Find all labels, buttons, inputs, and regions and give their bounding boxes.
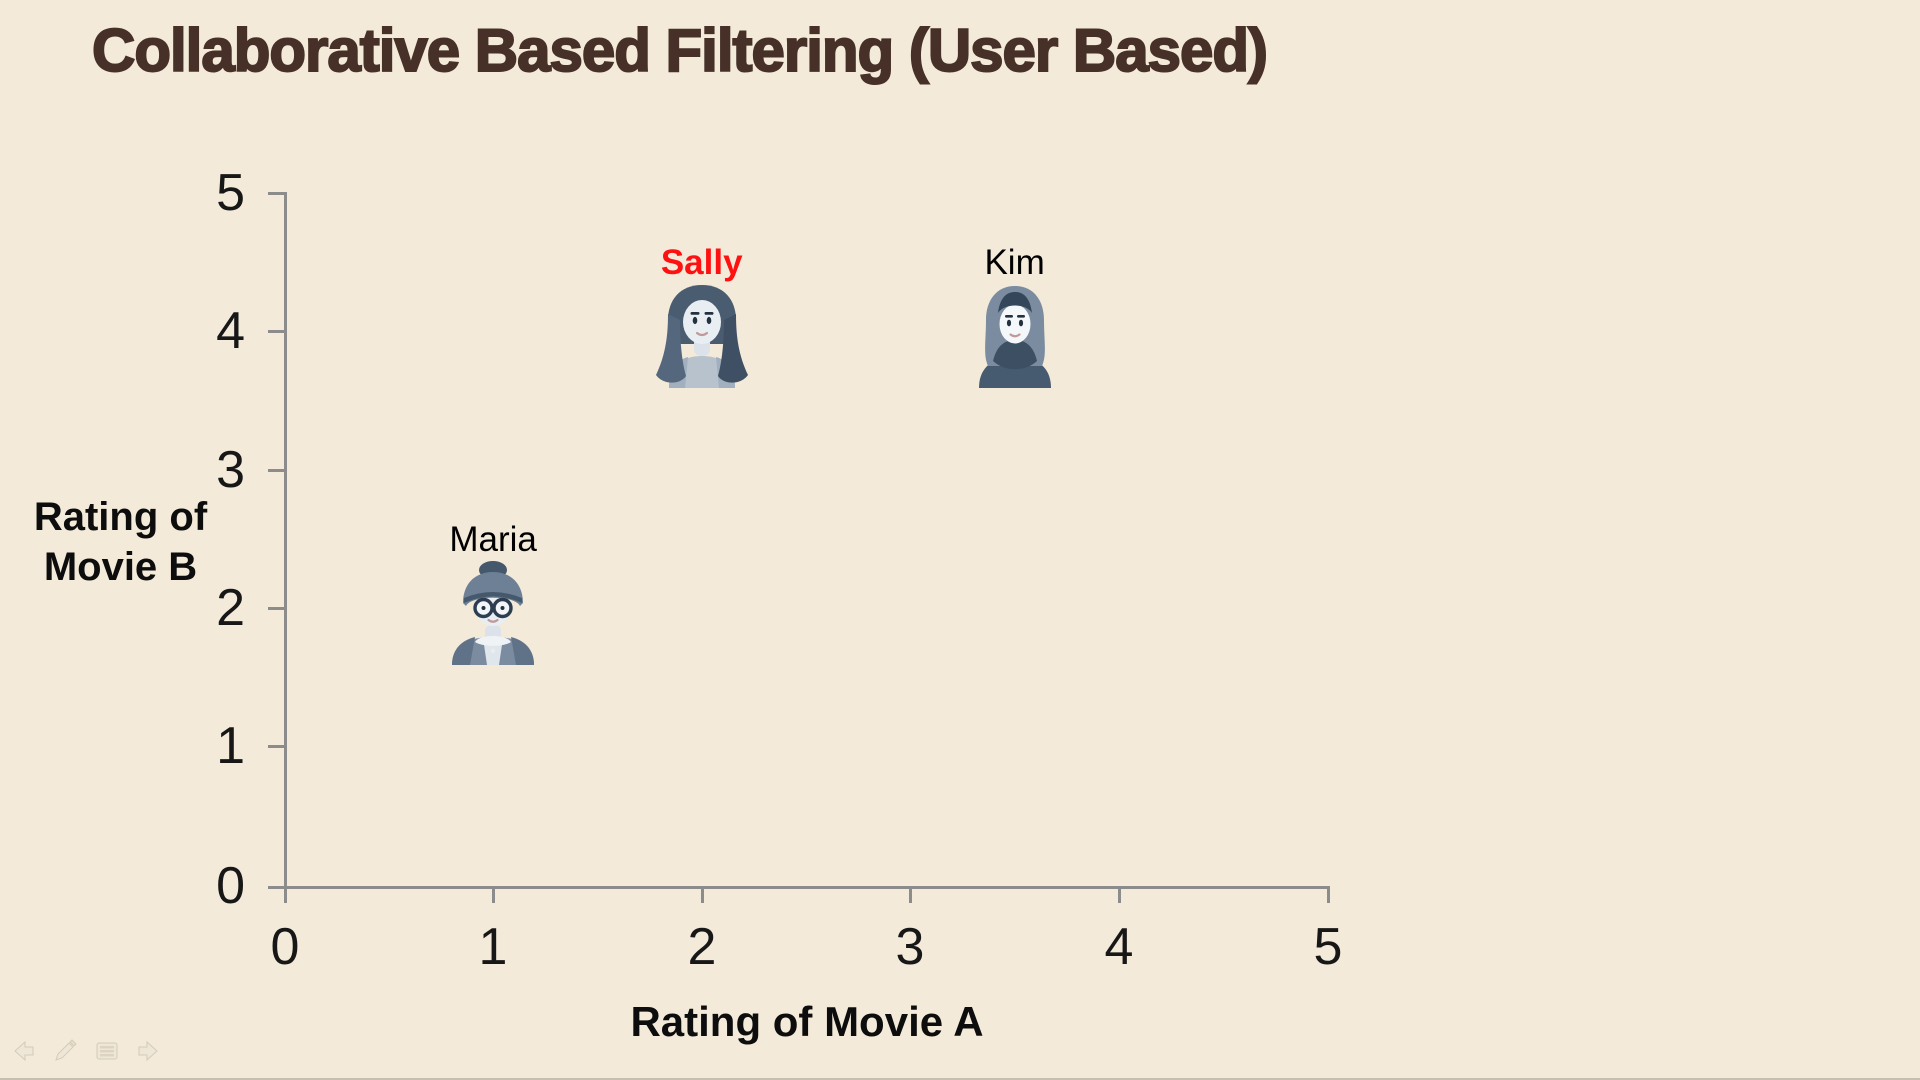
pen-tool-button[interactable] (50, 1036, 80, 1066)
y-tick (268, 192, 285, 195)
screen-bottom-edge (0, 1078, 1920, 1080)
next-slide-button[interactable] (134, 1036, 164, 1066)
x-tick-label: 2 (687, 918, 717, 976)
x-tick-label: 0 (270, 918, 300, 976)
y-tick (268, 330, 285, 333)
woman-hijab-icon (978, 285, 1051, 388)
y-axis-title: Rating of Movie B (33, 495, 208, 589)
arrow-left-icon (14, 1040, 34, 1062)
y-tick-label: 5 (216, 164, 245, 222)
x-tick (492, 886, 495, 903)
x-tick-label: 3 (895, 918, 925, 976)
y-tick (268, 745, 285, 748)
x-tick (284, 886, 287, 903)
older-woman-glasses-icon (452, 560, 535, 665)
y-tick-label: 3 (216, 441, 245, 499)
y-tick (268, 886, 285, 889)
y-tick-label: 1 (216, 717, 245, 775)
y-tick-label: 2 (216, 579, 245, 637)
point-label: Kim (984, 242, 1045, 282)
x-tick (909, 886, 912, 903)
chart-point: Maria (423, 519, 563, 669)
page-title: Collaborative Based Filtering (User Base… (91, 16, 1269, 85)
pen-icon (55, 1039, 77, 1061)
x-tick (701, 886, 704, 903)
woman-long-hair-icon (655, 284, 748, 388)
previous-slide-button[interactable] (8, 1036, 38, 1066)
x-tick (1327, 886, 1330, 903)
y-tick-label: 4 (216, 302, 245, 360)
point-label: Sally (660, 242, 743, 282)
slide-menu-button[interactable] (92, 1036, 122, 1066)
chart-point: Kim (945, 242, 1085, 392)
slide-menu-icon (96, 1042, 118, 1060)
y-axis-line (284, 192, 287, 889)
y-tick (268, 469, 285, 472)
x-tick-label: 5 (1313, 918, 1343, 976)
x-axis-line (284, 886, 1330, 889)
y-tick-label: 0 (216, 857, 245, 915)
x-tick (1118, 886, 1121, 903)
y-tick (268, 607, 285, 610)
x-axis-title: Rating of Movie A (630, 998, 984, 1045)
point-label: Maria (449, 519, 537, 559)
arrow-right-icon (138, 1040, 158, 1062)
x-tick-label: 1 (478, 918, 508, 976)
x-tick-label: 4 (1104, 918, 1134, 976)
chart-point: Sally (632, 242, 772, 392)
slide-controls (8, 1036, 188, 1070)
